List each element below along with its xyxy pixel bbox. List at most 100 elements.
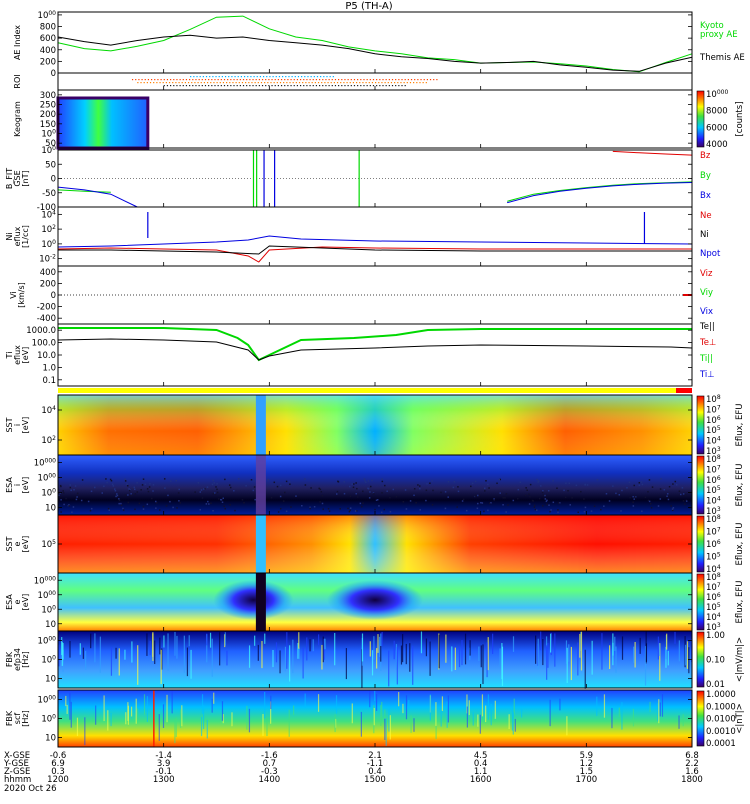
sst-ion-shading <box>58 395 692 455</box>
quality-flag-bar <box>58 388 692 393</box>
date-label: 2020 Oct 26 <box>4 784 57 794</box>
esa_e-ytick-label: 10000 <box>34 575 56 586</box>
sst_i-colorbar-tick: 104 <box>706 436 721 447</box>
density-frame <box>57 206 693 267</box>
velocity-ytick-label: 200 <box>40 279 56 289</box>
bfield-ytick-label: 100 <box>41 145 56 156</box>
keogram-ytick-label: 200 <box>40 110 56 120</box>
velocity-frame <box>57 265 693 325</box>
fbk_b-colorbar <box>696 690 705 747</box>
sst-electron-crossing <box>255 515 266 573</box>
coord-row-value: 2.1 <box>368 751 382 761</box>
bfield-ylabel: B_FIT <box>5 168 14 189</box>
fbk_b-ytick-label: 100 <box>41 714 56 725</box>
esa-electron-depletion-1 <box>213 580 294 620</box>
density-ytick-label: 102 <box>41 224 56 235</box>
bfield-frame <box>57 149 693 208</box>
coord-row-value: 5.9 <box>580 751 594 761</box>
coord-row-value: -0.3 <box>261 767 278 777</box>
coord-row-value: 1.2 <box>580 759 594 769</box>
fbk-bfield-spike <box>153 690 155 747</box>
density-ylabel: Ni <box>5 232 14 240</box>
keogram-colorbar-tick: 10000 <box>706 89 728 100</box>
coord-row-value: 4.5 <box>474 751 488 761</box>
sst_e-ytick-label: 105 <box>41 539 56 550</box>
esa-electron-depletion-2 <box>327 580 423 620</box>
sst_i-colorbar-tick: 108 <box>706 394 721 405</box>
esa_i-ylabel: [eV] <box>21 477 30 494</box>
time-tick-label: 1700 <box>576 775 598 785</box>
ae-legend-label: Themis AE <box>699 53 745 63</box>
esa_i-colorbar-tick: 104 <box>706 496 721 507</box>
density-legend-label: Npot <box>700 249 721 259</box>
esa_e-colorbar-tick: 107 <box>706 582 721 593</box>
esa_i-colorbar <box>696 455 705 515</box>
ae-ytick-label: 800 <box>40 23 56 33</box>
fbk_b-ytick-label: 1000 <box>38 695 57 706</box>
esa-ion-crossing <box>255 455 266 515</box>
sst_e-colorbar-tick: 107 <box>706 527 721 538</box>
esa_e-ytick-label: 10 <box>45 620 56 630</box>
keogram-colorbar-tick: 8000 <box>706 107 728 117</box>
esa-electron-crossing <box>255 573 266 631</box>
bfield-legend-label: Bz <box>700 151 711 161</box>
bfield-ytick-label: -50 <box>42 189 56 199</box>
esa-ion-spectrogram <box>58 455 692 515</box>
sst_i-ylabel: [eV] <box>21 417 30 434</box>
sst_e-colorbar-tick: 106 <box>706 539 721 550</box>
keogram-colorbar-tick: 6000 <box>706 123 728 133</box>
velocity-legend-label: Vix <box>700 307 713 317</box>
bfield-series-line-1-1 <box>506 181 693 202</box>
sst_e-ylabel: [eV] <box>21 536 30 553</box>
esa_e-colorbar-label: Eflux, EFU <box>735 580 745 623</box>
sst-electron-shading <box>58 515 692 573</box>
fbk_b-ylabel: [Hz] <box>21 710 30 726</box>
esa_e-ylabel: e <box>13 599 22 604</box>
density-ne-line <box>57 246 692 263</box>
fbk_e-ylabel: FBK <box>5 651 14 667</box>
time-tick-label: 1800 <box>681 775 703 785</box>
density-npot-line <box>57 235 693 248</box>
sst_e-colorbar-label: Eflux, EFU <box>735 522 745 565</box>
esa_i-colorbar-tick: 108 <box>706 454 721 465</box>
esa_i-ytick-label: 100 <box>41 488 56 499</box>
sst_e-colorbar-tick: 105 <box>706 552 721 563</box>
fbk_b-ylabel: FBK <box>5 710 14 726</box>
ae-ylabel: AE Index <box>13 25 22 60</box>
fbk_e-colorbar <box>696 631 705 688</box>
fbk_b-colorbar-tick: 1.0000 <box>706 690 736 700</box>
fbk_e-ylabel: efp34 <box>13 648 22 671</box>
bfield-ylabel: GSE <box>13 170 22 186</box>
ae-ytick-label: 400 <box>40 46 56 56</box>
coord-row-value: -0.6 <box>50 751 67 761</box>
temperature-ytick-label: 1.0 <box>42 363 56 373</box>
sst_i-ylabel: SST <box>5 417 14 432</box>
temperature-legend-label: Ti⊥ <box>699 370 715 380</box>
sst_i-ytick-label: 104 <box>41 405 56 416</box>
roi-ylabel: ROI <box>13 74 22 88</box>
esa_i-ytick-label: 1000 <box>38 473 57 484</box>
esa_i-ytick-label: 10 <box>45 504 56 514</box>
esa_e-ylabel: ESA <box>5 594 14 610</box>
fbk_b-colorbar-tick: 0.1000 <box>706 702 736 712</box>
keogram-colorbar-tick: 4000 <box>706 140 728 150</box>
fbk-streaks <box>58 631 693 746</box>
time-tick-label: 1300 <box>153 775 175 785</box>
coord-row-value: 0.3 <box>51 767 65 777</box>
sst_e-colorbar-tick: 104 <box>706 564 721 575</box>
esa_e-colorbar-tick: 103 <box>706 622 721 633</box>
sst_i-colorbar-tick: 103 <box>706 446 721 457</box>
coord-row-value: 0.4 <box>474 759 488 769</box>
coord-row-value: 1.5 <box>580 767 594 777</box>
sst_i-colorbar-tick: 106 <box>706 415 721 426</box>
esa_e-colorbar-tick: 108 <box>706 572 721 583</box>
coord-row-label: Y-GSE <box>3 759 29 769</box>
density-ytick-label: 104 <box>41 209 56 220</box>
density-ylabel: [1/cc] <box>21 225 30 248</box>
fbk_e-ytick-label: 100 <box>41 655 56 666</box>
keogram-image <box>58 98 148 148</box>
esa_e-ytick-label: 1000 <box>38 590 57 601</box>
sst_e-colorbar <box>696 515 705 573</box>
temperature-ytick-label: 0.1 <box>42 376 56 386</box>
esa_e-colorbar-tick: 104 <box>706 612 721 623</box>
